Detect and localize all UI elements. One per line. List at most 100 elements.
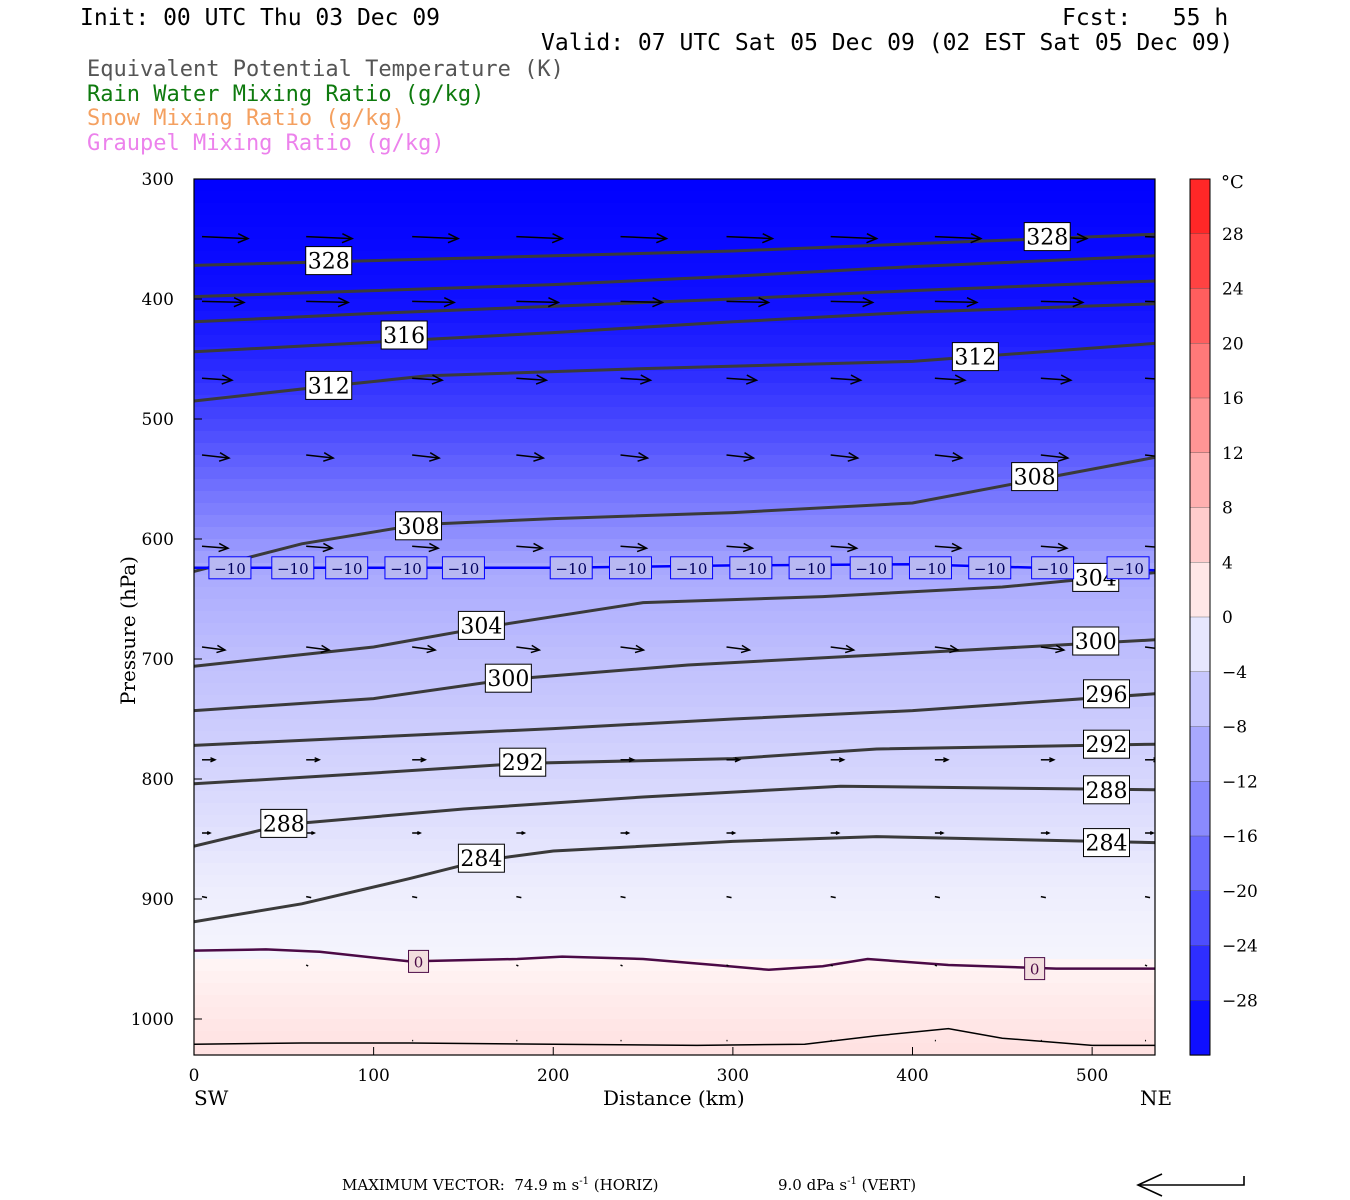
wind-vector-head [762, 232, 775, 244]
wind-vector-head [625, 831, 631, 835]
colorbar-tick-label: −16 [1222, 827, 1258, 847]
wind-vector-layer [201, 232, 1187, 1042]
colorbar-tick-label: 8 [1222, 499, 1233, 519]
wind-vector [830, 895, 836, 899]
wind-vector-head [634, 644, 646, 654]
temperature-band [194, 539, 1155, 552]
colorbar-cell [1189, 343, 1211, 399]
colorbar-cell [1189, 452, 1211, 509]
wind-vector [306, 895, 312, 899]
wind-vector [934, 646, 958, 651]
vert-value: 9.0 dPa s [778, 1176, 848, 1194]
temperature-band [194, 287, 1155, 300]
temperature-band [194, 635, 1155, 648]
valid-time: Valid: 07 UTC Sat 05 Dec 09 (02 EST Sat … [541, 30, 1234, 56]
isotherm-label-box [408, 949, 430, 973]
theta-e-label: 304 [460, 614, 502, 639]
wind-vector-head [417, 831, 422, 835]
temperature-band [194, 311, 1155, 324]
contour-label-box [305, 246, 353, 276]
isotherm-label-box [271, 556, 315, 580]
temperature-band [194, 443, 1155, 456]
wind-vector [934, 545, 961, 549]
temperature-band [194, 791, 1155, 804]
colorbar-cell [1189, 397, 1211, 454]
colorbar-frame [1189, 178, 1211, 1056]
y-tick-label: 300 [142, 170, 174, 190]
horiz-unit: (HORIZ) [593, 1176, 659, 1194]
temperature-band [194, 215, 1155, 228]
temperature-band [194, 191, 1155, 204]
wind-vector-head [221, 374, 234, 385]
colorbar-cell [1189, 781, 1211, 837]
wind-vector-head [949, 644, 960, 654]
wind-vector [1040, 454, 1068, 459]
temperature-band [194, 623, 1155, 636]
wind-vector [201, 454, 230, 459]
wind-vector-head [951, 542, 963, 553]
wind-vector-head [322, 542, 335, 553]
isotherm-label-box [908, 556, 952, 580]
wind-vector [1144, 646, 1155, 650]
vert-unit: (VERT) [861, 1176, 917, 1194]
wind-vector-head [636, 542, 649, 553]
wind-vector-head [838, 757, 846, 763]
wind-vector [412, 646, 436, 651]
temperature-band [194, 815, 1155, 828]
x-tick-label: 100 [357, 1066, 389, 1086]
isotherm-label-box [325, 556, 369, 580]
contour-label-box [1083, 729, 1131, 759]
wind-vector-head [233, 296, 246, 308]
wind-vector-head [1057, 452, 1070, 462]
contour-label-box [457, 610, 505, 640]
wind-vector [830, 454, 858, 459]
temperature-band [194, 911, 1155, 924]
wind-vector-head [1165, 375, 1175, 384]
temperature-band [194, 227, 1155, 240]
wind-vector [516, 545, 543, 549]
vert-exp: -1 [847, 1176, 857, 1187]
wind-vector [726, 377, 757, 381]
wind-vector [201, 300, 245, 304]
wind-vector-head [835, 831, 841, 835]
contour-label-box [1011, 462, 1059, 492]
isotherm-label-box [1031, 556, 1075, 580]
wind-vector [516, 235, 563, 240]
wind-vector-head [521, 831, 527, 835]
forecast-hour: Fcst: 55 h [1062, 7, 1228, 30]
wind-vector [516, 895, 522, 899]
temperature-band [194, 431, 1155, 444]
wind-vector-head [535, 374, 549, 385]
colorbar-cell [1189, 288, 1211, 344]
colorbar-cell [1189, 671, 1211, 728]
temperature-band [194, 347, 1155, 360]
temperature-band [194, 851, 1155, 864]
wind-vector-head [943, 757, 950, 763]
wind-vector-head [428, 542, 440, 553]
wind-vector-head [966, 296, 979, 308]
horiz-value: 74.9 m s [514, 1176, 580, 1194]
wind-vector-head [742, 542, 755, 553]
y-tick-label: 900 [142, 890, 174, 910]
theta-e-label: 284 [460, 847, 502, 872]
wind-vector-head [1177, 298, 1187, 307]
colorbar-tick-label: 20 [1222, 334, 1244, 354]
colorbar-cell [1189, 1000, 1211, 1056]
theta-e-contour [194, 835, 1155, 924]
wind-vector [1144, 964, 1148, 967]
colorbar-tick-label: −24 [1222, 937, 1258, 957]
theta-e-label: 312 [308, 374, 350, 399]
wind-vector [306, 545, 333, 549]
wind-vector-head [1149, 831, 1155, 835]
colorbar-tick-label: −4 [1222, 663, 1247, 683]
theta-e-label: 328 [308, 250, 350, 275]
wind-vector [201, 646, 226, 651]
wind-vector [830, 964, 834, 967]
colorbar-cell [1189, 945, 1211, 1001]
wind-vector [516, 964, 519, 967]
theta-e-label: 308 [398, 515, 440, 540]
wind-vector [726, 300, 769, 304]
wind-vector [1144, 454, 1155, 457]
temperature-band [194, 971, 1155, 984]
x-tick-label: 0 [189, 1066, 200, 1086]
